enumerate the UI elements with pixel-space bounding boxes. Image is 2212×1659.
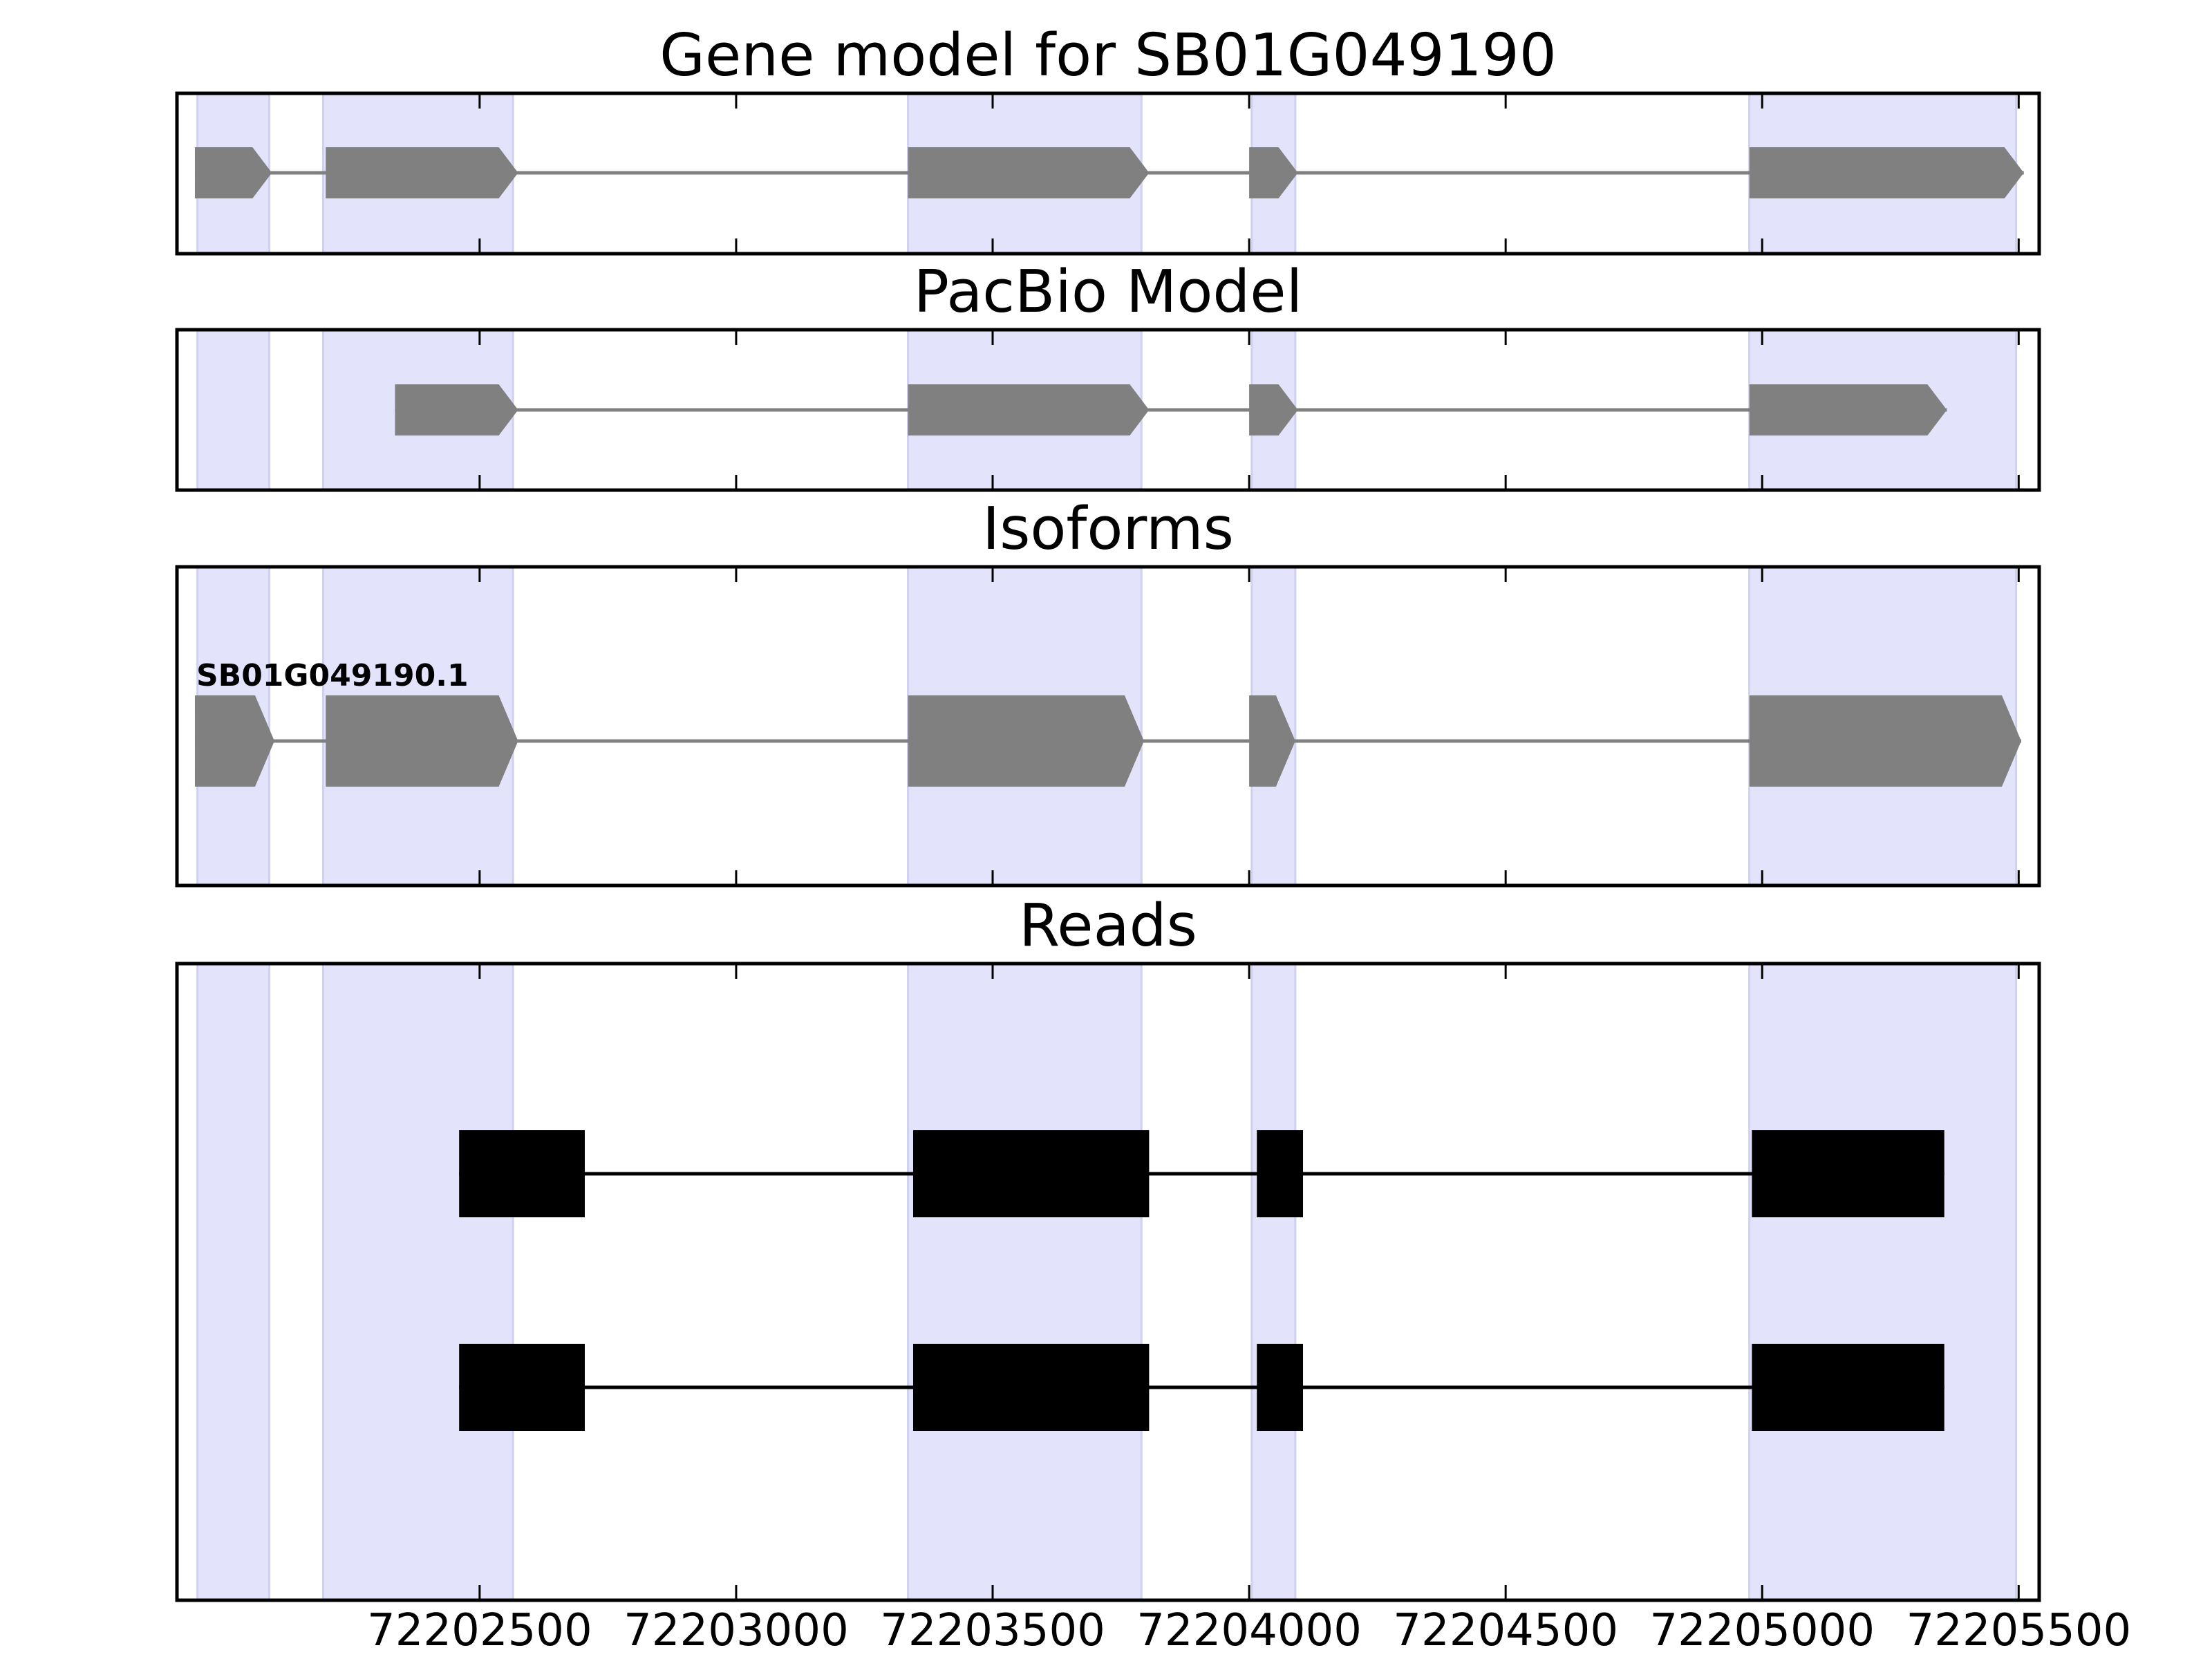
exon-arrow	[1249, 147, 1298, 198]
x-tick-label: 72205000	[1649, 1605, 1875, 1656]
x-tick-label: 72204500	[1393, 1605, 1618, 1656]
exon-band	[196, 328, 271, 491]
x-tick-label: 72203500	[880, 1605, 1105, 1656]
exon-arrow	[908, 695, 1144, 787]
read-exon	[912, 1130, 1150, 1217]
panel-frame	[175, 91, 2041, 256]
panel-title: PacBio Model	[914, 258, 1302, 326]
exon-band	[196, 962, 271, 1602]
panel-frame	[175, 565, 2041, 888]
panel-pacbio-model: PacBio Model	[175, 258, 2041, 492]
read-exon	[1752, 1344, 1944, 1431]
read-exon	[912, 1344, 1150, 1431]
exon-arrow	[326, 695, 518, 787]
exon-band	[1748, 962, 2018, 1602]
exon-arrow	[194, 147, 272, 198]
read-exon	[459, 1344, 585, 1431]
exon-arrow	[908, 384, 1150, 435]
read-exon	[1752, 1130, 1944, 1217]
x-tick-label: 72203000	[624, 1605, 849, 1656]
exon-arrow	[1749, 384, 1947, 435]
panel-title: Isoforms	[982, 495, 1234, 563]
exon-arrow	[326, 147, 518, 198]
read-exon	[1257, 1130, 1304, 1217]
read-exon	[459, 1130, 585, 1217]
panel-frame	[175, 328, 2041, 492]
exon-arrow	[1249, 384, 1298, 435]
panel-gene-model: Gene model for SB01G049190	[175, 21, 2041, 256]
x-tick-label: 72205500	[1906, 1605, 2131, 1656]
panel-reads: Reads	[175, 892, 2041, 1602]
panel-isoforms: Isoforms SB01G049190.1	[175, 495, 2041, 888]
exon-arrow	[1749, 695, 2022, 787]
exon-band	[1250, 962, 1297, 1602]
exon-arrow	[395, 384, 518, 435]
exon-arrow	[908, 147, 1150, 198]
panel-title: Reads	[1019, 892, 1197, 960]
panel-title: Gene model for SB01G049190	[659, 21, 1557, 90]
exon-arrow	[194, 695, 275, 787]
exon-arrow	[1749, 147, 2024, 198]
x-tick-label: 72202500	[367, 1605, 592, 1656]
panel-frame	[175, 962, 2041, 1602]
exon-band	[322, 962, 514, 1602]
isoform-label: SB01G049190.1	[196, 658, 469, 693]
x-tick-label: 72204000	[1136, 1605, 1362, 1656]
exon-arrow	[1249, 695, 1295, 787]
exon-band	[907, 962, 1143, 1602]
read-exon	[1257, 1344, 1304, 1431]
